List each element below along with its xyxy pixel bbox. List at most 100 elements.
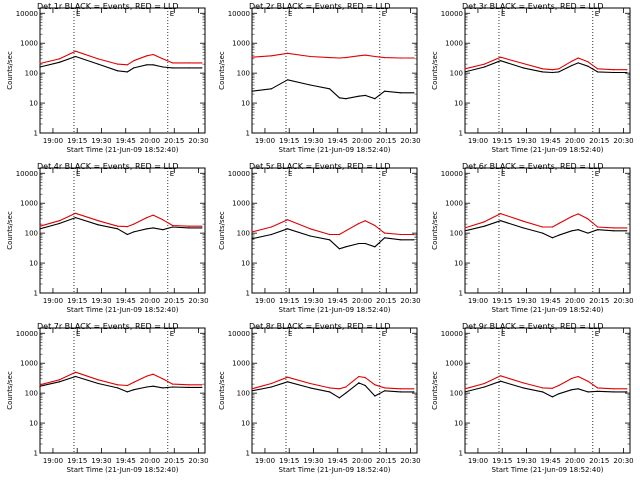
series-lld-point <box>117 384 119 386</box>
plot-1: Det 1r BLACK = Events, RED = LLD 1 10 100 10… <box>6 2 209 154</box>
x-tick-label: 19:15 <box>67 137 87 145</box>
y-tick-label: 1000 <box>445 200 463 208</box>
series-events-point <box>597 390 599 392</box>
plot-2: Det 2r BLACK = Events, RED = LLD 1 10 100 10… <box>218 2 421 154</box>
corner-mark: E <box>288 10 292 18</box>
series-events-point <box>358 242 360 245</box>
series-lld-point <box>162 219 164 221</box>
series-events-point <box>309 387 311 389</box>
series-events-point <box>270 233 272 236</box>
series-lld-point <box>483 382 485 385</box>
series-events-line <box>251 228 414 250</box>
series-events-point <box>58 61 61 63</box>
y-axis-label: Counts/sec <box>218 51 226 90</box>
x-axis-label: Start Time (21-Jun-09 18:52:40) <box>279 306 391 314</box>
plot-6: Det 6r BLACK = Events, RED = LLD 1 10 100 10… <box>431 162 634 314</box>
x-tick-label: 19:45 <box>541 297 561 305</box>
series-lld-point <box>571 60 573 62</box>
x-tick-label: 20:15 <box>376 297 396 305</box>
series-events-point <box>338 397 340 399</box>
y-tick-label: 1000 <box>20 360 38 368</box>
series-events-point <box>558 234 560 236</box>
series-events-point <box>400 239 402 241</box>
series-lld-point <box>364 377 366 379</box>
y-tick-label: 100 <box>237 390 250 398</box>
series-lld-point <box>287 219 289 221</box>
series-lld-point <box>542 387 544 389</box>
series-lld-point <box>162 58 164 60</box>
series-lld-point <box>58 220 61 222</box>
series-events-point <box>126 391 128 393</box>
series-events-point <box>251 90 253 92</box>
plot-frame <box>251 7 418 134</box>
plot-frame <box>464 327 631 454</box>
series-events-point <box>384 90 386 92</box>
series-events-point <box>542 391 544 393</box>
series-events-point <box>133 231 135 233</box>
series-lld-point <box>613 69 615 71</box>
series-lld-point <box>329 57 331 59</box>
series-lld-point <box>597 68 599 70</box>
y-tick-label: 10 <box>241 260 250 268</box>
y-tick-label: 10000 <box>441 330 463 338</box>
x-tick-label: 19:15 <box>492 297 512 305</box>
series-lld-point <box>558 68 560 70</box>
x-axis-label: Start Time (21-Jun-09 18:52:40) <box>279 146 391 154</box>
series-lld-point <box>577 213 579 215</box>
corner-mark: E <box>382 10 386 18</box>
series-lld-point <box>374 384 376 386</box>
series-events-point <box>571 389 573 391</box>
series-events-point <box>613 71 615 74</box>
x-tick-label: 20:00 <box>352 137 372 145</box>
x-tick-label: 20:15 <box>589 297 609 305</box>
y-axis-label: Counts/sec <box>6 371 14 410</box>
series-events-point <box>626 230 628 232</box>
series-events-point <box>345 246 347 248</box>
x-tick-label: 19:45 <box>328 297 348 305</box>
series-events-point <box>287 79 289 81</box>
plot-title: Det 2r BLACK = Events, RED = LLD <box>249 2 391 11</box>
x-tick-label: 19:45 <box>541 137 561 145</box>
corner-mark: E <box>595 170 599 178</box>
series-lld-point <box>75 50 77 52</box>
series-events-point <box>626 391 628 393</box>
corner-mark: E <box>595 330 599 338</box>
series-lld-point <box>146 55 148 57</box>
corner-mark: E <box>76 10 80 18</box>
y-tick-label: 100 <box>237 230 250 238</box>
x-tick-label: 20:00 <box>352 297 372 305</box>
x-tick-label: 20:15 <box>589 457 609 465</box>
series-lld-point <box>329 387 331 389</box>
series-events-point <box>287 381 289 383</box>
series-events-point <box>522 227 524 229</box>
plot-4: Det 4r BLACK = Events, RED = LLD 1 10 100 10… <box>6 162 209 314</box>
x-axis-label: Start Time (21-Jun-09 18:52:40) <box>67 306 179 314</box>
corner-mark: E <box>501 170 505 178</box>
corner-mark: E <box>76 330 80 338</box>
series-lld-point <box>400 233 402 236</box>
series-lld-point <box>542 68 544 70</box>
y-tick-label: 1000 <box>20 40 38 48</box>
series-events-line <box>251 79 414 100</box>
series-lld-point <box>133 223 135 225</box>
series-events-point <box>577 388 579 390</box>
x-tick-label: 20:00 <box>352 457 372 465</box>
series-lld-point <box>251 56 253 58</box>
series-events-point <box>483 386 485 388</box>
series-lld-point <box>571 215 573 218</box>
x-tick-label: 20:30 <box>188 297 208 305</box>
series-lld-point <box>58 379 61 381</box>
series-lld-line <box>251 375 414 390</box>
corner-mark: E <box>501 330 505 338</box>
series-lld-point <box>522 382 524 384</box>
series-events-point <box>551 237 554 239</box>
series-events-point <box>597 229 599 231</box>
y-tick-label: 10 <box>29 260 38 268</box>
series-events-point <box>117 387 119 389</box>
series-lld-point <box>364 220 366 222</box>
series-lld-point <box>345 386 347 388</box>
series-events-point <box>162 66 164 68</box>
y-tick-label: 100 <box>25 230 38 238</box>
x-tick-label: 19:45 <box>328 137 348 145</box>
series-events-point <box>117 70 119 72</box>
